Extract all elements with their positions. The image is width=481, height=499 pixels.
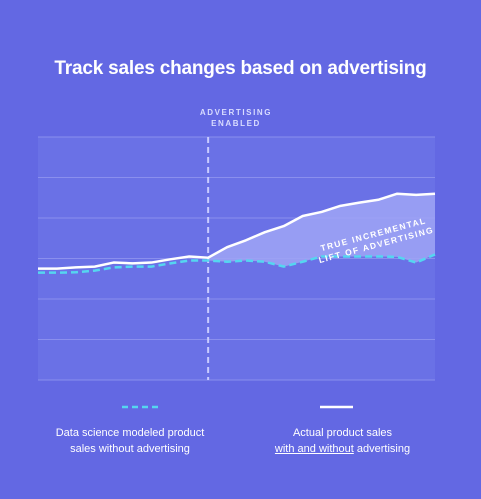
legend-modeled-line2: sales without advertising (70, 443, 190, 455)
advertising-enabled-label: ADVERTISING ENABLED (186, 107, 286, 129)
chart-title: Track sales changes based on advertising (54, 58, 427, 79)
legend-actual: Actual product sales with and without ad… (250, 405, 435, 457)
legend-solid-swatch-svg (320, 405, 353, 409)
legend-actual-line2: with and without advertising (250, 441, 435, 457)
legend-dashed-swatch (40, 405, 220, 416)
lift-area (208, 193, 435, 267)
gridlines (38, 136, 435, 381)
legend-modeled-line1: Data science modeled product (55, 427, 205, 439)
legend-actual-underlined: with and without (274, 443, 354, 455)
legend-dashed-swatch-svg (122, 405, 160, 409)
legend-solid-swatch (250, 405, 435, 416)
advertising-label-line1: ADVERTISING (199, 108, 273, 117)
legend-actual-line1: Actual product sales (292, 427, 393, 439)
legend-modeled: Data science modeled product sales witho… (40, 405, 220, 457)
advertising-label-line2: ENABLED (211, 119, 261, 128)
modeled-sales-line (38, 253, 436, 274)
legend-actual-rest: advertising (353, 443, 411, 455)
actual-sales-line (38, 192, 436, 270)
